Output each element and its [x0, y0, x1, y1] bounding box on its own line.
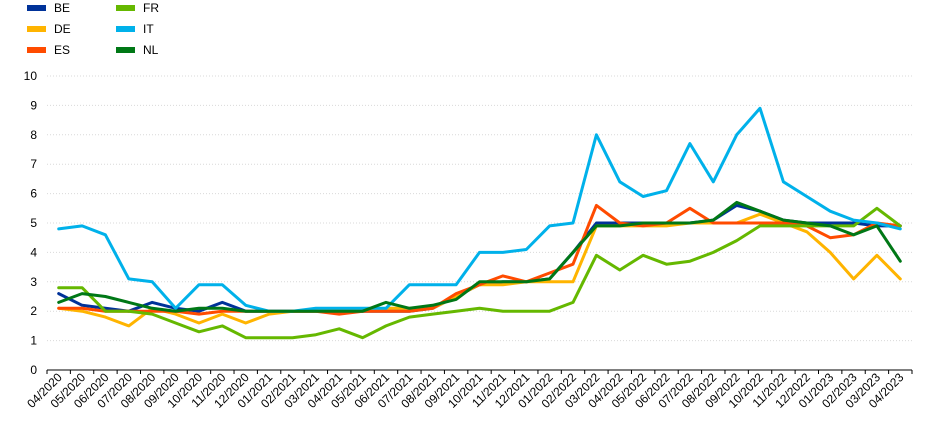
legend-label-es: ES	[54, 43, 70, 57]
y-tick-label: 10	[24, 69, 38, 83]
legend-swatch-fr	[116, 5, 135, 11]
legend-label-it: IT	[143, 22, 154, 36]
series-line-fr	[57, 206, 902, 340]
gridlines	[47, 75, 912, 342]
legend-label-nl: NL	[143, 43, 159, 57]
legend: BE DE ES FR IT NL	[27, 1, 159, 57]
y-tick-label: 7	[30, 157, 37, 171]
series-line-be	[57, 203, 902, 313]
y-tick-label: 0	[30, 363, 37, 377]
series-line-nl	[57, 200, 902, 313]
series-line-es	[57, 203, 902, 316]
legend-label-be: BE	[54, 1, 70, 15]
y-tick-label: 9	[30, 98, 37, 112]
y-tick-label: 4	[30, 245, 37, 259]
y-tick-label: 2	[30, 304, 37, 318]
legend-swatch-de	[27, 26, 46, 32]
legend-swatch-be	[27, 5, 46, 11]
y-tick-label: 5	[30, 216, 37, 230]
legend-swatch-nl	[116, 47, 135, 53]
y-axis: 0 1 2 3 4 5 6 7 8 9 10	[24, 69, 38, 377]
y-tick-label: 3	[30, 275, 37, 289]
legend-label-fr: FR	[143, 1, 159, 15]
series-line-it	[57, 106, 902, 313]
legend-swatch-es	[27, 47, 46, 53]
series-lines	[57, 106, 902, 340]
y-tick-label: 1	[30, 334, 37, 348]
legend-swatch-it	[116, 26, 135, 32]
legend-label-de: DE	[54, 22, 71, 36]
x-axis: 04/202005/202006/202007/202008/202009/20…	[24, 369, 913, 411]
y-tick-label: 8	[30, 128, 37, 142]
y-tick-label: 6	[30, 187, 37, 201]
